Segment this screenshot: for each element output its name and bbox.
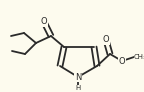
Text: O: O	[119, 56, 125, 66]
Text: N: N	[75, 72, 81, 82]
Text: O: O	[103, 36, 109, 45]
Text: CH₃: CH₃	[134, 54, 144, 60]
Text: O: O	[41, 17, 47, 26]
Text: H: H	[75, 85, 81, 91]
